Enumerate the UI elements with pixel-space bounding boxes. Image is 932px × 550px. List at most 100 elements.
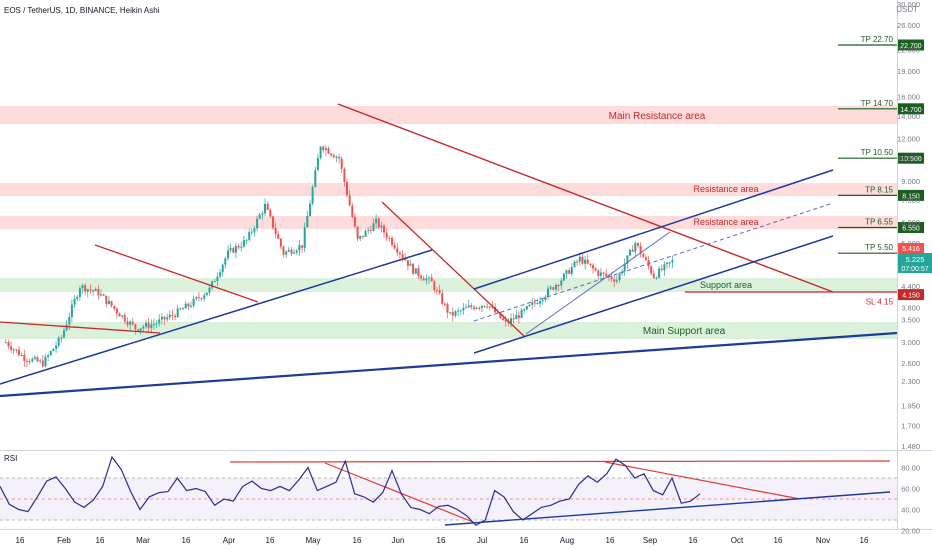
support-label: Support area <box>700 280 752 290</box>
candle-body <box>208 287 211 293</box>
candle-body <box>549 287 552 289</box>
prev-price-badge-text: 5.416 <box>902 246 920 253</box>
rsi-top-resistance-line <box>229 460 891 463</box>
candle-body <box>31 358 34 362</box>
time-tick-label: 16 <box>606 536 615 545</box>
candle-body <box>134 324 137 330</box>
main-support-label: Main Support area <box>643 326 726 337</box>
candle-body <box>118 313 121 317</box>
trendlines-layer <box>0 103 898 398</box>
candle-body <box>142 326 145 329</box>
tp-badge-text: 10.500 <box>900 156 922 163</box>
candle-body <box>256 218 259 229</box>
price-tick-label: 7.900 <box>901 196 920 205</box>
tp-badge-text: 22.700 <box>900 43 922 50</box>
candle-body <box>531 302 534 305</box>
candle-body <box>65 324 68 331</box>
candle-body <box>412 263 415 274</box>
candle-body <box>430 277 433 282</box>
candle-body <box>100 294 102 296</box>
candle-body <box>245 239 248 241</box>
candle-body <box>192 298 195 306</box>
candle-body <box>121 315 124 317</box>
candle-body <box>552 287 555 290</box>
time-tick-label: 16 <box>860 536 869 545</box>
candle-body <box>44 356 47 367</box>
candle-body <box>81 285 84 289</box>
candle-body <box>269 209 272 217</box>
candle-body <box>502 318 505 320</box>
price-tick-label: 12.000 <box>897 135 920 144</box>
rsi-descending-line-2 <box>604 461 801 500</box>
candle-body <box>425 278 428 281</box>
candle-body <box>372 223 375 231</box>
candle-body <box>462 307 465 311</box>
candle-body <box>338 156 341 159</box>
candle-body <box>324 148 327 150</box>
candle-body <box>631 249 634 252</box>
candle-body <box>176 308 179 318</box>
candle-body <box>36 357 39 362</box>
tp-badge <box>898 152 924 164</box>
candle-body <box>610 276 613 280</box>
channel-lower-line <box>473 235 834 354</box>
support-zone <box>0 278 897 292</box>
candle-body <box>644 257 647 260</box>
tp-badge-text: 8.150 <box>902 193 920 200</box>
candle-body <box>39 360 42 362</box>
candle-body <box>562 273 565 281</box>
sl-label: SL 4.15 <box>866 298 894 307</box>
time-tick-label: Feb <box>57 536 71 545</box>
candle-body <box>592 265 594 269</box>
last-price-badge <box>898 253 932 273</box>
candle-body <box>197 297 200 299</box>
candle-body <box>396 248 399 253</box>
feb-resistance-line <box>94 244 259 303</box>
candle-body <box>666 262 669 265</box>
candle-body <box>7 342 10 347</box>
candle-body <box>367 229 370 231</box>
candle-body <box>264 203 266 214</box>
candle-body <box>92 290 95 292</box>
tp-label: TP 14.70 <box>861 99 894 108</box>
time-tick-label: 16 <box>520 536 529 545</box>
candle-body <box>152 324 155 326</box>
candle-body <box>634 243 637 252</box>
candle-body <box>541 300 544 302</box>
candle-body <box>356 226 359 239</box>
candle-body <box>57 337 60 346</box>
candle-body <box>380 225 383 228</box>
candle-body <box>443 303 446 305</box>
rsi-band <box>0 478 897 520</box>
candle-body <box>55 345 58 349</box>
price-tick-label: 19.000 <box>897 67 920 76</box>
candle-body <box>115 308 118 314</box>
candle-body <box>623 264 626 272</box>
candle-body <box>449 312 452 314</box>
price-tick-label: 1.950 <box>901 402 920 411</box>
candle-body <box>84 285 87 292</box>
candle-body <box>290 249 293 254</box>
currency-label: USDT <box>896 5 918 14</box>
resistance-zone-2 <box>0 216 897 229</box>
candle-body <box>126 321 129 325</box>
candle-body <box>655 277 658 279</box>
candle-body <box>388 237 391 239</box>
candle-body <box>221 264 224 273</box>
price-tick-label: 10.500 <box>897 154 920 163</box>
candle-body <box>227 250 229 259</box>
price-tick-label: 2.600 <box>901 359 920 368</box>
candle-body <box>303 227 306 248</box>
candle-body <box>507 321 510 324</box>
symbol-info: EOS / TetherUS, 1D, BINANCE, Heikin Ashi <box>4 6 160 15</box>
candle-body <box>343 168 346 182</box>
time-tick-label: 16 <box>774 536 783 545</box>
candle-body <box>417 268 420 276</box>
candle-body <box>473 307 475 309</box>
tp-badge-text: 14.700 <box>900 107 922 114</box>
candle-body <box>393 245 396 249</box>
candle-body <box>671 260 674 263</box>
candle-body <box>316 157 319 171</box>
candle-body <box>438 290 441 294</box>
tp-badge <box>898 103 924 115</box>
